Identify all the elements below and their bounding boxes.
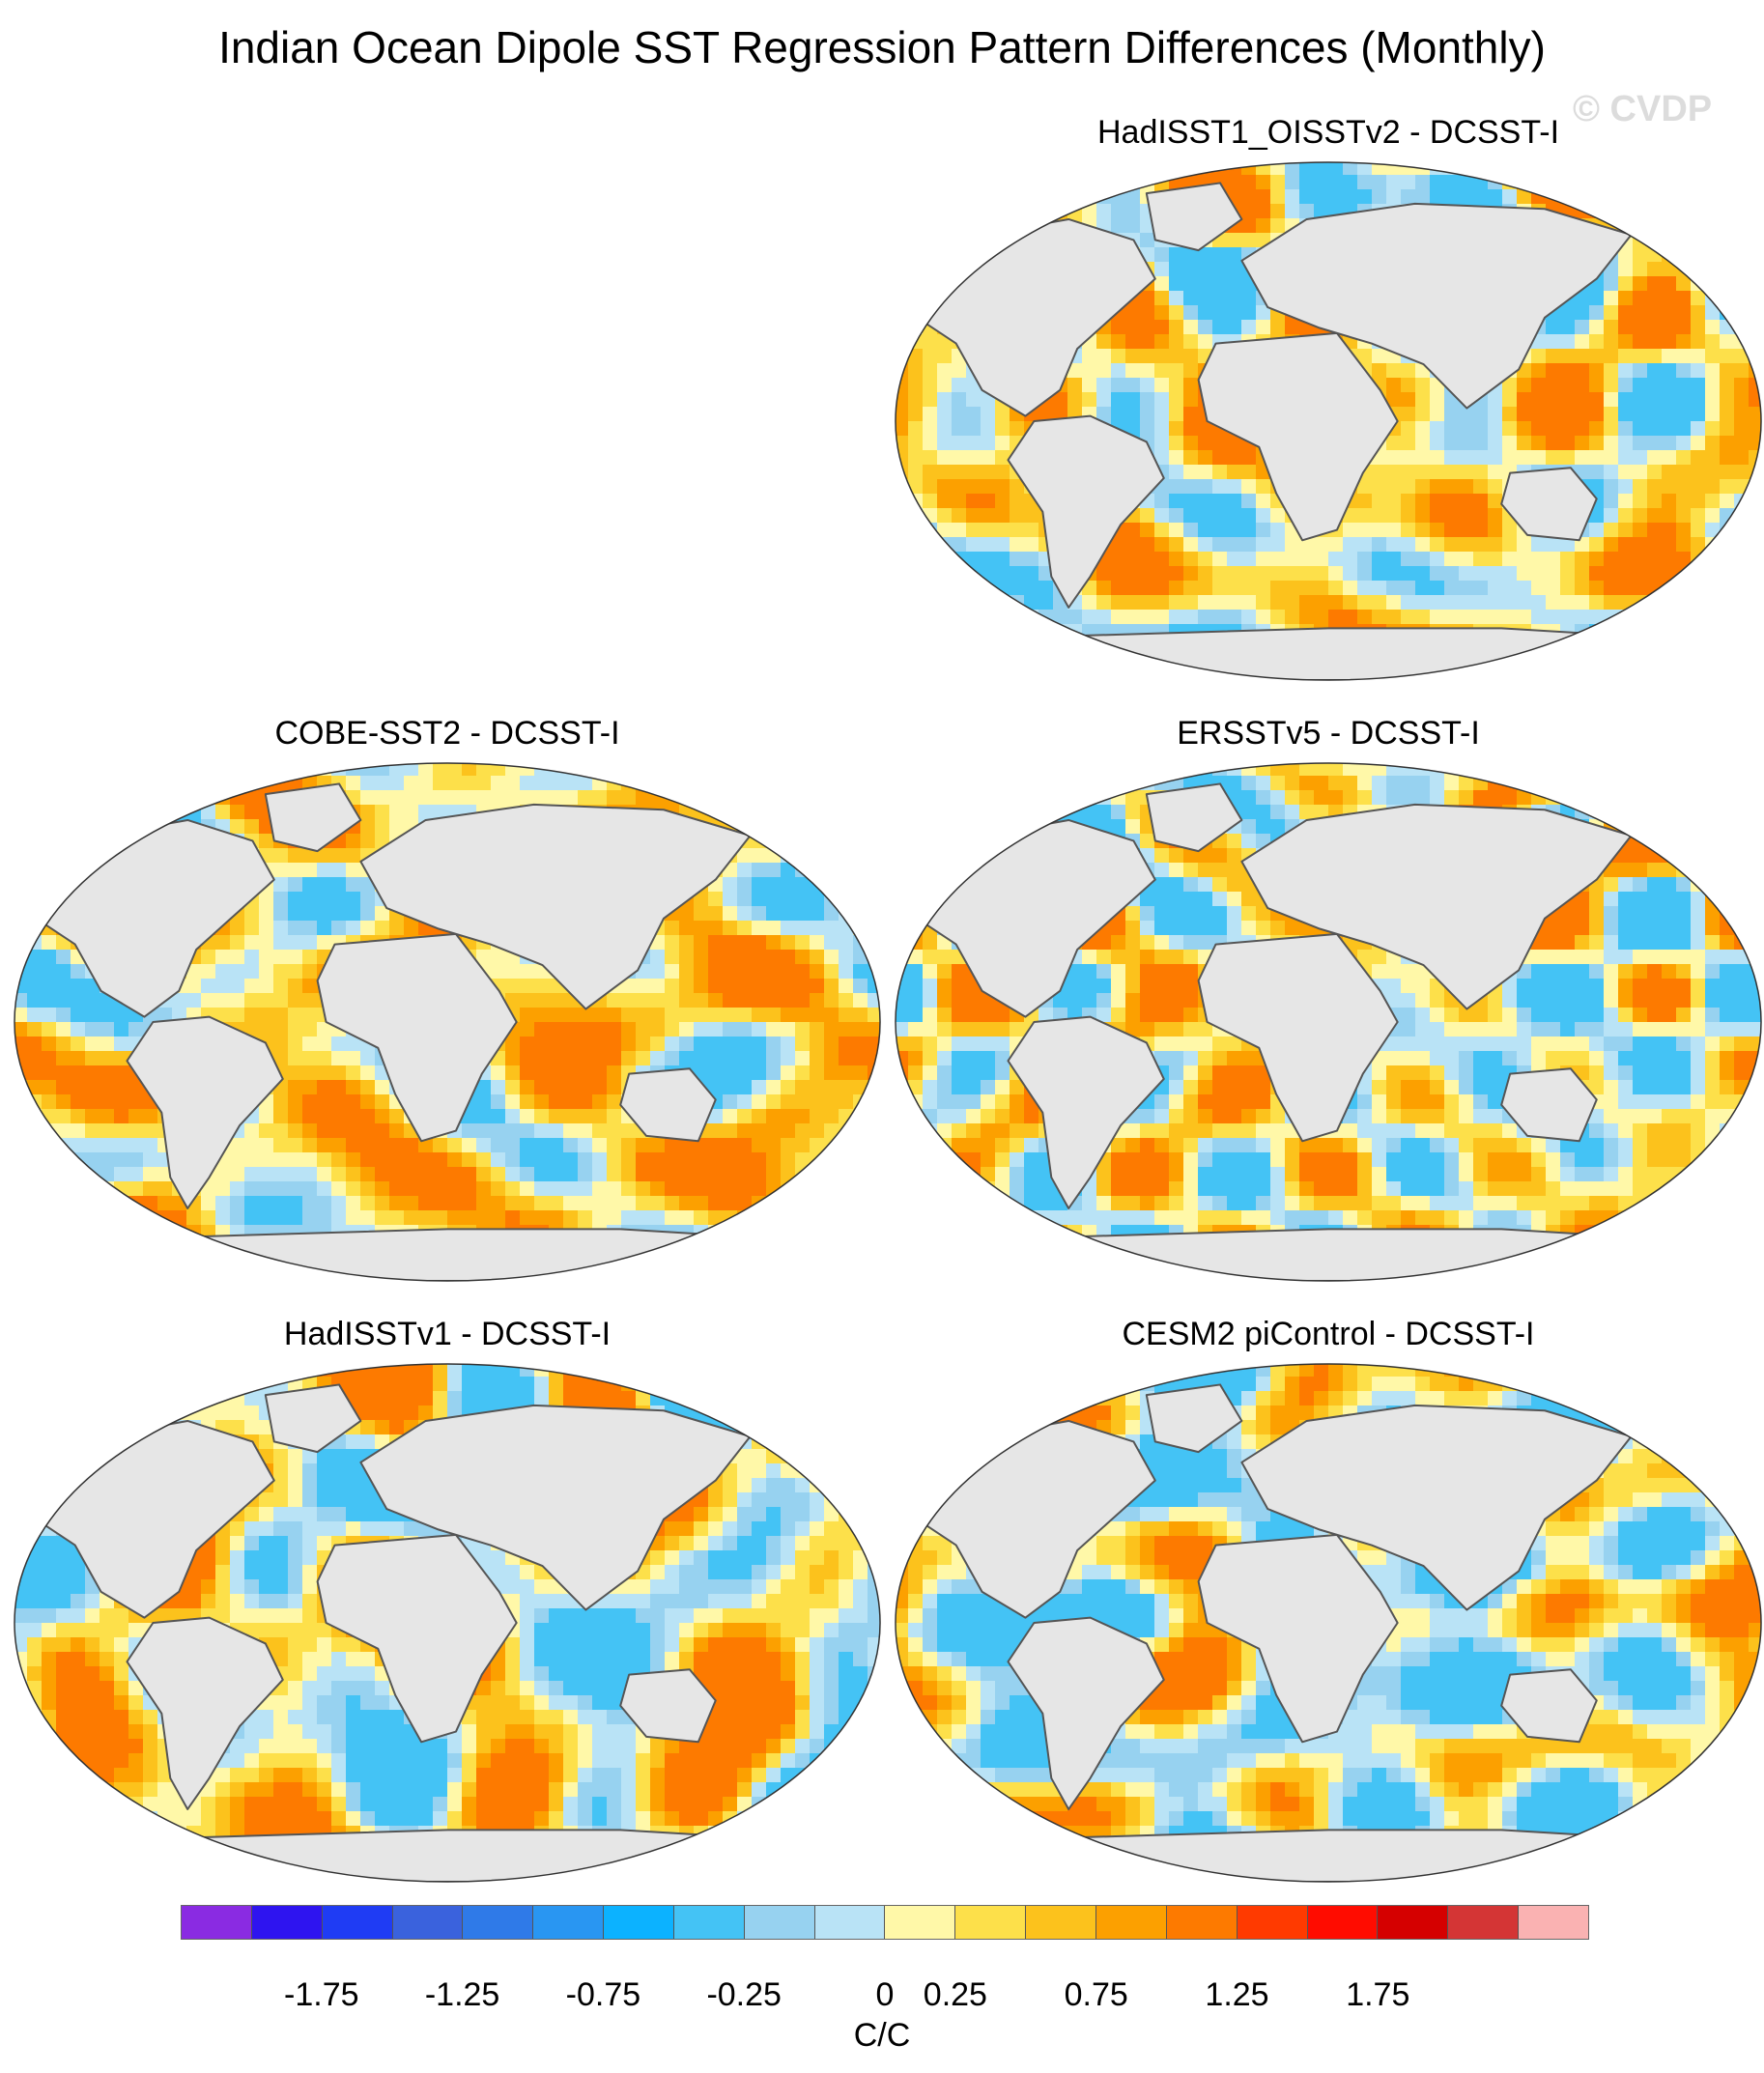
colorbar-swatch	[1026, 1906, 1096, 1939]
land-samerica	[1007, 1616, 1165, 1810]
land-eurasia	[1240, 803, 1633, 1010]
land-africa	[316, 932, 518, 1143]
land-greenland	[264, 1383, 362, 1454]
land-africa	[1197, 1533, 1399, 1744]
colorbar-swatch	[744, 1906, 815, 1939]
map-panel-ersstv5: ERSSTv5 - DCSST-I	[894, 715, 1763, 1294]
panel-title: CESM2 piControl - DCSST-I	[1122, 1316, 1535, 1352]
colorbar-swatch	[955, 1906, 1027, 1939]
colorbar-tick-label: 0.25	[923, 1976, 987, 2013]
land-australia	[1500, 1668, 1598, 1744]
colorbar-swatch	[1095, 1906, 1167, 1939]
map-plot	[895, 762, 1762, 1282]
colorbar-tick-label: -0.25	[706, 1976, 782, 2013]
cvdp-watermark: © CVDP	[1573, 89, 1713, 129]
land-samerica	[126, 1015, 284, 1209]
map-plot	[895, 161, 1762, 681]
sst-field	[896, 763, 1761, 1281]
land-samerica	[1007, 414, 1165, 609]
map-border	[895, 762, 1762, 1282]
land-eurasia	[1240, 202, 1633, 410]
sst-field	[14, 763, 880, 1281]
colorbar-tick-label: -0.75	[565, 1976, 641, 2013]
land-greenland	[1145, 182, 1243, 252]
colorbar-swatch	[604, 1906, 674, 1939]
map-border	[895, 1363, 1762, 1883]
colorbar-swatch	[182, 1906, 252, 1939]
land-africa	[1197, 331, 1399, 542]
colorbar-tick-labels: -1.75 -1.25 -0.75 -0.25 0 0.25 0.75 1.25 1.75	[181, 1976, 1589, 2015]
sst-field	[14, 1364, 880, 1882]
colorbar-swatch	[251, 1906, 323, 1939]
map-plot	[14, 1363, 881, 1883]
colorbar-tick-label: 1.75	[1346, 1976, 1410, 2013]
land-australia	[1500, 467, 1598, 542]
land-africa	[316, 1533, 518, 1744]
land-greenland	[264, 782, 362, 853]
land-eurasia	[359, 1404, 752, 1611]
colorbar-tick-label: -1.25	[424, 1976, 500, 2013]
colorbar-swatch	[885, 1906, 956, 1939]
figure-title: Indian Ocean Dipole SST Regression Patte…	[218, 22, 1546, 72]
map-plot	[14, 762, 881, 1282]
map-panel-cobe-sst2: COBE-SST2 - DCSST-I	[13, 715, 882, 1294]
colorbar-swatch	[1378, 1906, 1449, 1939]
map-panel-cesm2-picontrol: CESM2 piControl - DCSST-I	[894, 1316, 1763, 1895]
land-greenland	[1145, 1383, 1243, 1454]
land-australia	[1500, 1067, 1598, 1143]
land-samerica	[126, 1616, 284, 1810]
land-eurasia	[359, 803, 752, 1010]
colorbar	[181, 1905, 1589, 1940]
colorbar-swatch	[814, 1906, 886, 1939]
colorbar-units: C/C	[853, 2017, 911, 2054]
map-panel-hadisstv1: HadISSTv1 - DCSST-I	[13, 1316, 882, 1895]
colorbar-swatch	[673, 1906, 745, 1939]
colorbar-swatch	[533, 1906, 605, 1939]
land-australia	[619, 1067, 717, 1143]
colorbar-swatch	[392, 1906, 464, 1939]
map-border	[14, 1363, 881, 1883]
map-border	[895, 161, 1762, 681]
land-greenland	[1145, 782, 1243, 853]
colorbar-tick-label: 0.75	[1064, 1976, 1128, 2013]
colorbar-tick-label: 0	[875, 1976, 895, 2013]
colorbar-swatch	[1166, 1906, 1238, 1939]
map-border	[14, 762, 881, 1282]
panel-title: ERSSTv5 - DCSST-I	[1177, 715, 1480, 752]
land-australia	[619, 1668, 717, 1744]
sst-field	[896, 162, 1761, 680]
colorbar-swatch	[463, 1906, 534, 1939]
land-africa	[1197, 932, 1399, 1143]
panel-title: HadISSTv1 - DCSST-I	[283, 1316, 612, 1352]
panel-title: COBE-SST2 - DCSST-I	[274, 715, 620, 752]
map-plot	[895, 1363, 1762, 1883]
colorbar-swatch	[1307, 1906, 1379, 1939]
colorbar-tick-label: 1.25	[1205, 1976, 1269, 2013]
land-eurasia	[1240, 1404, 1633, 1611]
map-panel-hadisst1-oisstv2: HadISST1_OISSTv2 - DCSST-I	[894, 114, 1763, 694]
sst-field	[896, 1364, 1761, 1882]
land-samerica	[1007, 1015, 1165, 1209]
colorbar-swatch	[322, 1906, 393, 1939]
colorbar-swatch	[1237, 1906, 1308, 1939]
colorbar-tick-label: -1.75	[284, 1976, 359, 2013]
colorbar-swatch	[1448, 1906, 1520, 1939]
colorbar-swatch	[1519, 1906, 1588, 1939]
panel-title: HadISST1_OISSTv2 - DCSST-I	[1096, 114, 1560, 151]
